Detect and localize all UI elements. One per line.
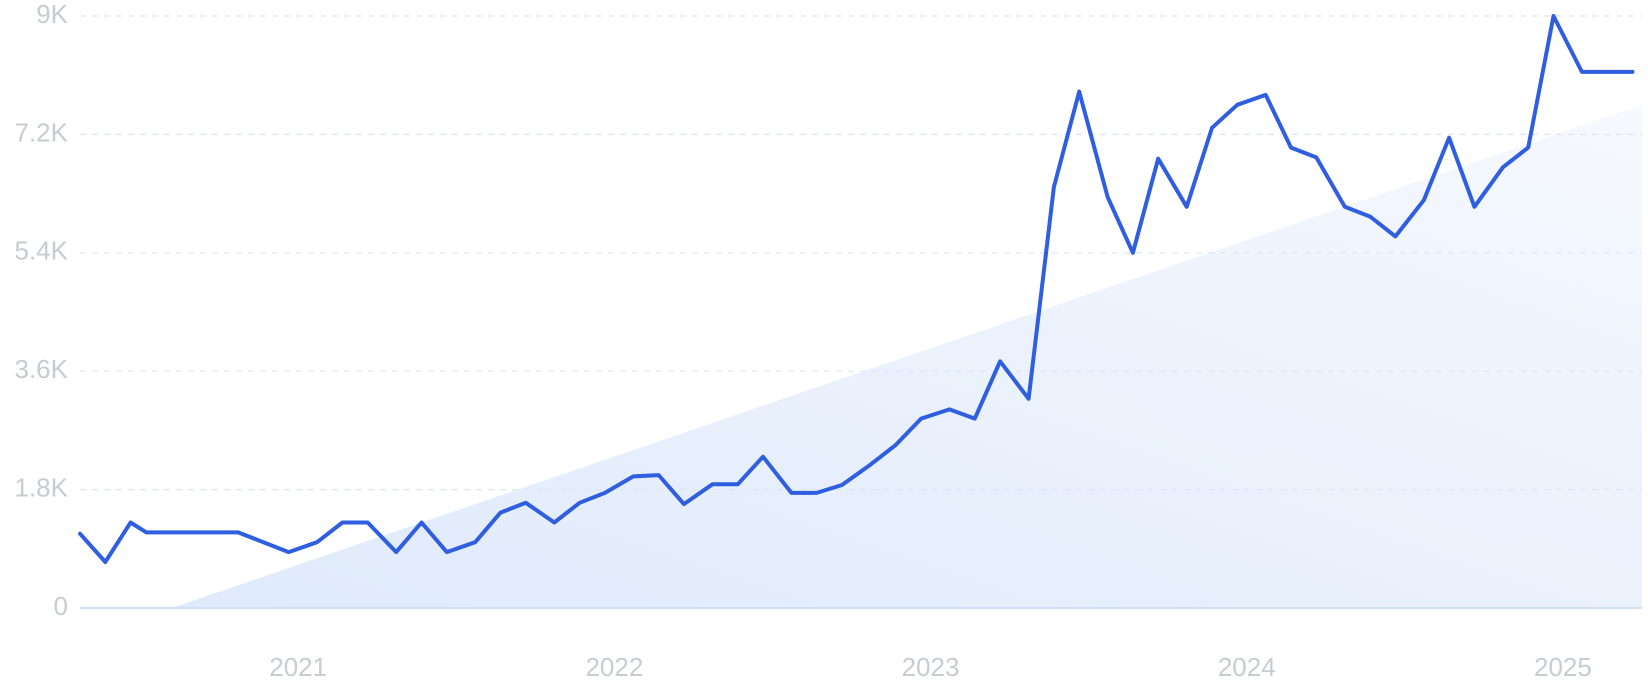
trend-area-layer: [171, 104, 1643, 609]
x-axis-tick-labels: 2021 2022 2023 2024 2025: [269, 652, 1592, 682]
x-tick-label: 2021: [269, 652, 327, 682]
trend-area: [171, 104, 1643, 609]
y-tick-label: 9K: [36, 0, 68, 29]
y-tick-label: 1.8K: [15, 472, 69, 502]
x-tick-label: 2023: [902, 652, 960, 682]
y-tick-label: 3.6K: [15, 354, 69, 384]
x-tick-label: 2024: [1218, 652, 1276, 682]
gridlines: [80, 15, 1642, 609]
series-line: [78, 14, 1635, 564]
y-tick-label: 0: [54, 591, 68, 621]
x-tick-label: 2025: [1534, 652, 1592, 682]
x-tick-label: 2022: [585, 652, 643, 682]
y-tick-label: 7.2K: [15, 117, 69, 147]
y-tick-label: 5.4K: [15, 236, 69, 266]
y-axis-tick-labels: 0 1.8K 3.6K 5.4K 7.2K 9K: [15, 0, 69, 621]
series-layer: [78, 14, 1635, 564]
